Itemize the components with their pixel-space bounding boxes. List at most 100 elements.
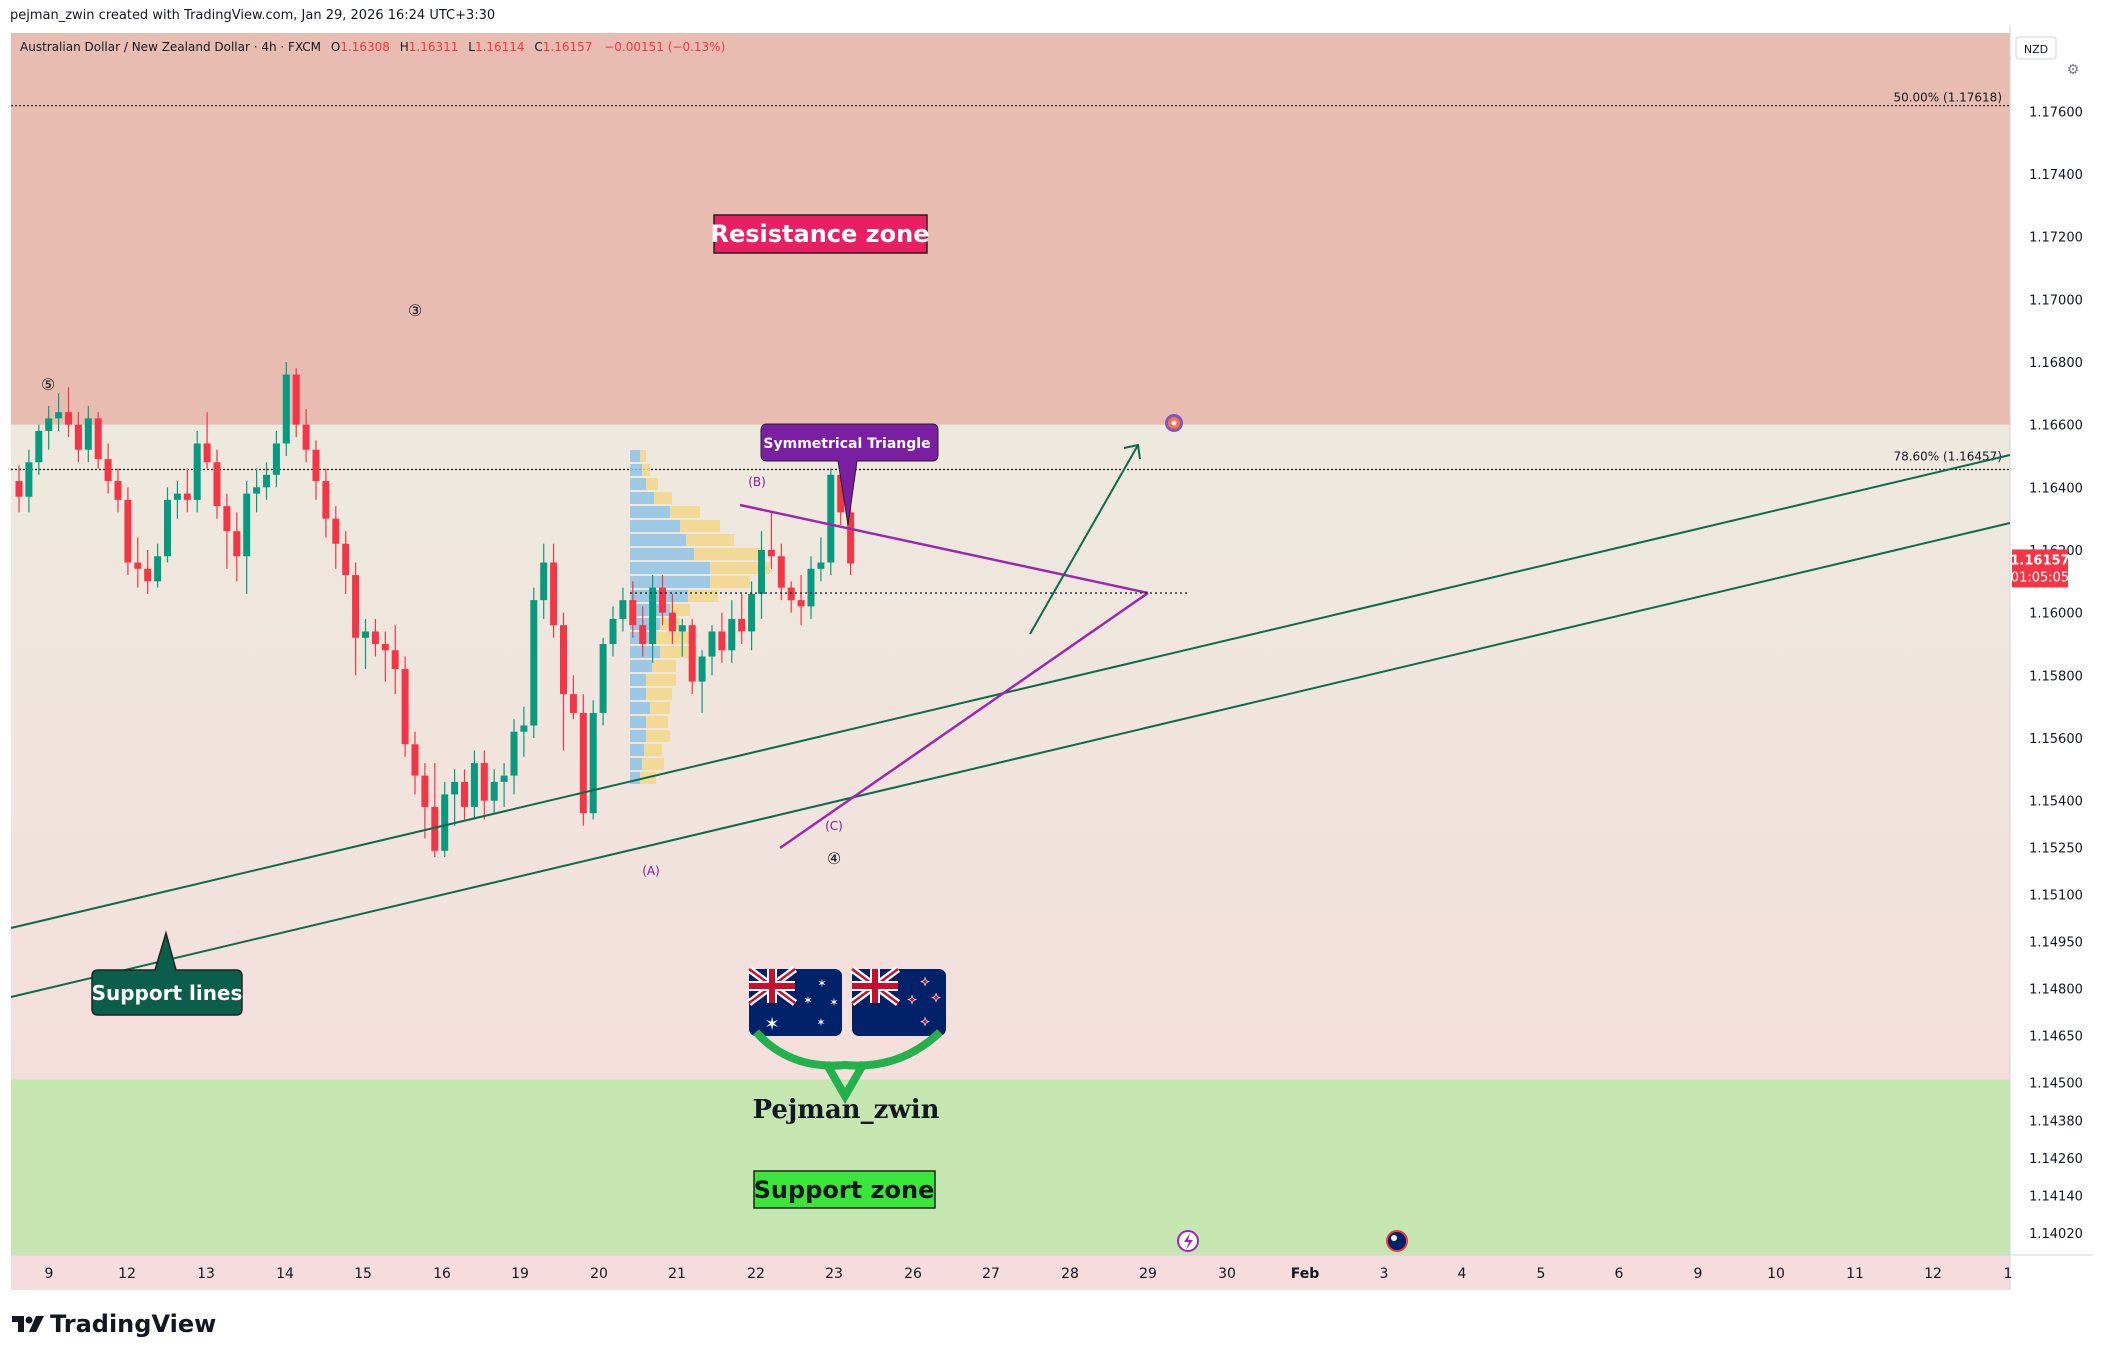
candle-body[interactable]: [579, 712, 587, 814]
support-zone-label[interactable]: Support zone: [753, 1170, 936, 1209]
candle-body[interactable]: [490, 781, 498, 801]
candle-body[interactable]: [55, 412, 63, 419]
candle-body[interactable]: [45, 418, 53, 431]
candle-body[interactable]: [213, 462, 221, 507]
candle-body[interactable]: [84, 418, 92, 450]
candle-body[interactable]: [698, 656, 706, 682]
candle-body[interactable]: [391, 650, 399, 670]
candle-body[interactable]: [767, 550, 775, 557]
candle-body[interactable]: [787, 587, 795, 601]
candle-body[interactable]: [183, 493, 191, 500]
candle-body[interactable]: [639, 625, 647, 644]
candle-body[interactable]: [104, 459, 112, 482]
candle-body[interactable]: [451, 781, 459, 795]
candle-body[interactable]: [480, 763, 488, 801]
candle-body[interactable]: [777, 556, 785, 588]
candle-body[interactable]: [411, 744, 419, 776]
candle-body[interactable]: [381, 644, 389, 651]
candle-body[interactable]: [173, 493, 181, 500]
candle-body[interactable]: [282, 374, 290, 444]
candle-body[interactable]: [609, 618, 617, 644]
candle-body[interactable]: [203, 443, 211, 463]
candle-body[interactable]: [114, 481, 122, 500]
candle-body[interactable]: [15, 481, 23, 497]
candle-body[interactable]: [708, 631, 716, 657]
candle-body[interactable]: [668, 612, 676, 632]
candle-body[interactable]: [292, 374, 300, 425]
candle-body[interactable]: [94, 418, 102, 460]
candle-body[interactable]: [678, 625, 686, 632]
candle-body[interactable]: [124, 499, 132, 563]
resistance-zone-label[interactable]: Resistance zone: [711, 214, 930, 254]
candle-body[interactable]: [560, 625, 567, 695]
candle-body[interactable]: [193, 443, 201, 500]
candle-body[interactable]: [233, 531, 241, 557]
candle-body[interactable]: [688, 625, 696, 682]
candle-body[interactable]: [718, 631, 726, 651]
support-line-upper[interactable]: [10, 454, 2011, 929]
candle-body[interactable]: [520, 725, 528, 732]
candle-body[interactable]: [362, 631, 369, 638]
candle-body[interactable]: [371, 631, 379, 644]
candle-body[interactable]: [817, 562, 825, 569]
support-lines-label[interactable]: Support lines: [91, 930, 243, 1016]
candle-body[interactable]: [530, 600, 538, 726]
candle-body[interactable]: [65, 412, 72, 425]
candle-body[interactable]: [134, 562, 142, 569]
candle-body[interactable]: [263, 474, 270, 488]
event-australia-icon[interactable]: [1386, 1230, 1408, 1252]
candle-body[interactable]: [312, 449, 320, 482]
candle-body[interactable]: [154, 556, 162, 582]
candle-body[interactable]: [837, 474, 845, 513]
candle-body[interactable]: [421, 775, 429, 807]
candle-body[interactable]: [332, 518, 340, 544]
candles[interactable]: [15, 362, 855, 858]
candle-body[interactable]: [243, 493, 251, 557]
candle-body[interactable]: [728, 618, 736, 651]
candle-body[interactable]: [827, 474, 835, 563]
event-lightning-icon[interactable]: [1177, 1230, 1199, 1252]
candle-body[interactable]: [589, 712, 597, 814]
candle-body[interactable]: [431, 806, 439, 851]
candle-body[interactable]: [659, 587, 666, 613]
candle-body[interactable]: [599, 644, 607, 713]
candle-body[interactable]: [302, 424, 310, 450]
candle-body[interactable]: [25, 462, 33, 497]
candle-body[interactable]: [540, 562, 548, 601]
candle-body[interactable]: [164, 499, 171, 557]
candle-body[interactable]: [401, 669, 409, 745]
candle-body[interactable]: [272, 443, 280, 475]
settings-icon[interactable]: ⚙: [2067, 62, 2080, 78]
candle-body[interactable]: [342, 543, 350, 576]
candle-body[interactable]: [748, 593, 756, 632]
candle-body[interactable]: [847, 512, 855, 564]
candle-body[interactable]: [144, 568, 152, 582]
candle-body[interactable]: [510, 731, 518, 776]
candle-body[interactable]: [649, 587, 657, 644]
candle-body[interactable]: [758, 550, 765, 594]
candle-body[interactable]: [738, 618, 746, 632]
triangle-lower-line[interactable]: [779, 591, 1149, 850]
time-axis[interactable]: 9 12 13 14 15 16 19 20 21 22 23 26 27 28 29 30 Feb 3 4 5 6 9 1…: [45, 1266, 2013, 1282]
candle-body[interactable]: [797, 600, 805, 607]
triangle-upper-line[interactable]: [739, 503, 1149, 595]
candle-body[interactable]: [441, 794, 449, 851]
candle-body[interactable]: [322, 481, 330, 519]
candle-body[interactable]: [253, 487, 261, 494]
symmetrical-triangle-label[interactable]: Symmetrical Triangle: [760, 423, 939, 526]
support-line-lower[interactable]: [10, 522, 2011, 998]
price-axis[interactable]: 1.17600 1.17400 1.17200 1.17000 1.16800 1.166…: [2029, 105, 2083, 1242]
candle-body[interactable]: [550, 562, 558, 626]
candle-body[interactable]: [461, 781, 468, 807]
candle-body[interactable]: [500, 775, 508, 782]
candle-body[interactable]: [352, 575, 360, 638]
candle-body[interactable]: [619, 600, 627, 619]
candle-body[interactable]: [807, 568, 815, 607]
candle-body[interactable]: [74, 424, 82, 450]
candle-body[interactable]: [223, 506, 231, 532]
candle-body[interactable]: [470, 763, 478, 807]
candle-body[interactable]: [569, 694, 577, 713]
candle-body[interactable]: [629, 600, 637, 626]
candle-body[interactable]: [35, 430, 43, 463]
